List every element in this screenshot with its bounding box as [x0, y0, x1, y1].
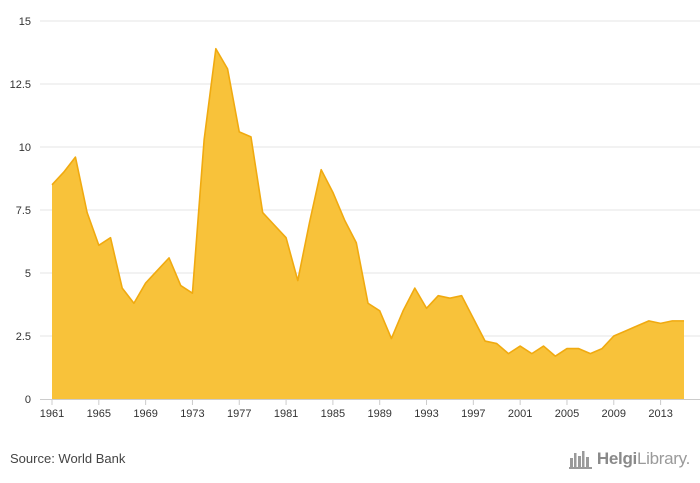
x-tick-label: 1989	[367, 408, 391, 420]
x-tick-label: 1993	[414, 408, 438, 420]
y-tick-label: 12.5	[10, 79, 31, 91]
brand-name-bold: Helgi	[596, 449, 637, 468]
y-axis-ticks: 0 2.5 5 7.5 10 12.5 15	[10, 16, 31, 406]
city-skyline-icon	[568, 451, 592, 469]
brand-name-light: Library.	[636, 449, 690, 468]
brand-name: HelgiLibrary.	[597, 449, 690, 469]
x-tick-label: 1977	[227, 408, 251, 420]
series-line	[51, 47, 684, 357]
x-tick-label: 1997	[461, 408, 485, 420]
brand-logo[interactable]: HelgiLibrary.	[568, 446, 690, 472]
area-series	[52, 48, 684, 399]
x-tick-label: 1965	[87, 408, 111, 420]
y-tick-label: 5	[25, 268, 31, 280]
area-chart: 0 2.5 5 7.5 10 12.5 15 1961 1965 1969 1973 1977 198…	[10, 16, 700, 420]
y-tick-label: 0	[25, 394, 31, 406]
x-tick-label: 2009	[602, 408, 626, 420]
source-note: Source: World Bank	[10, 451, 126, 466]
x-tick-label: 2001	[508, 408, 532, 420]
y-tick-label: 7.5	[16, 205, 31, 217]
x-axis-ticks: 1961 1965 1969 1973 1977 1981 1985 1989 1993 1997…	[40, 399, 673, 420]
x-tick-label: 2005	[555, 408, 579, 420]
x-tick-label: 1981	[274, 408, 298, 420]
x-tick-label: 1969	[133, 408, 157, 420]
x-tick-label: 1985	[321, 408, 345, 420]
x-tick-label: 1961	[40, 408, 64, 420]
y-tick-label: 2.5	[16, 331, 31, 343]
y-tick-label: 10	[19, 142, 31, 154]
grid-lines	[40, 20, 700, 337]
y-tick-label: 15	[19, 16, 31, 28]
x-tick-label: 2013	[648, 408, 672, 420]
x-tick-label: 1973	[180, 408, 204, 420]
